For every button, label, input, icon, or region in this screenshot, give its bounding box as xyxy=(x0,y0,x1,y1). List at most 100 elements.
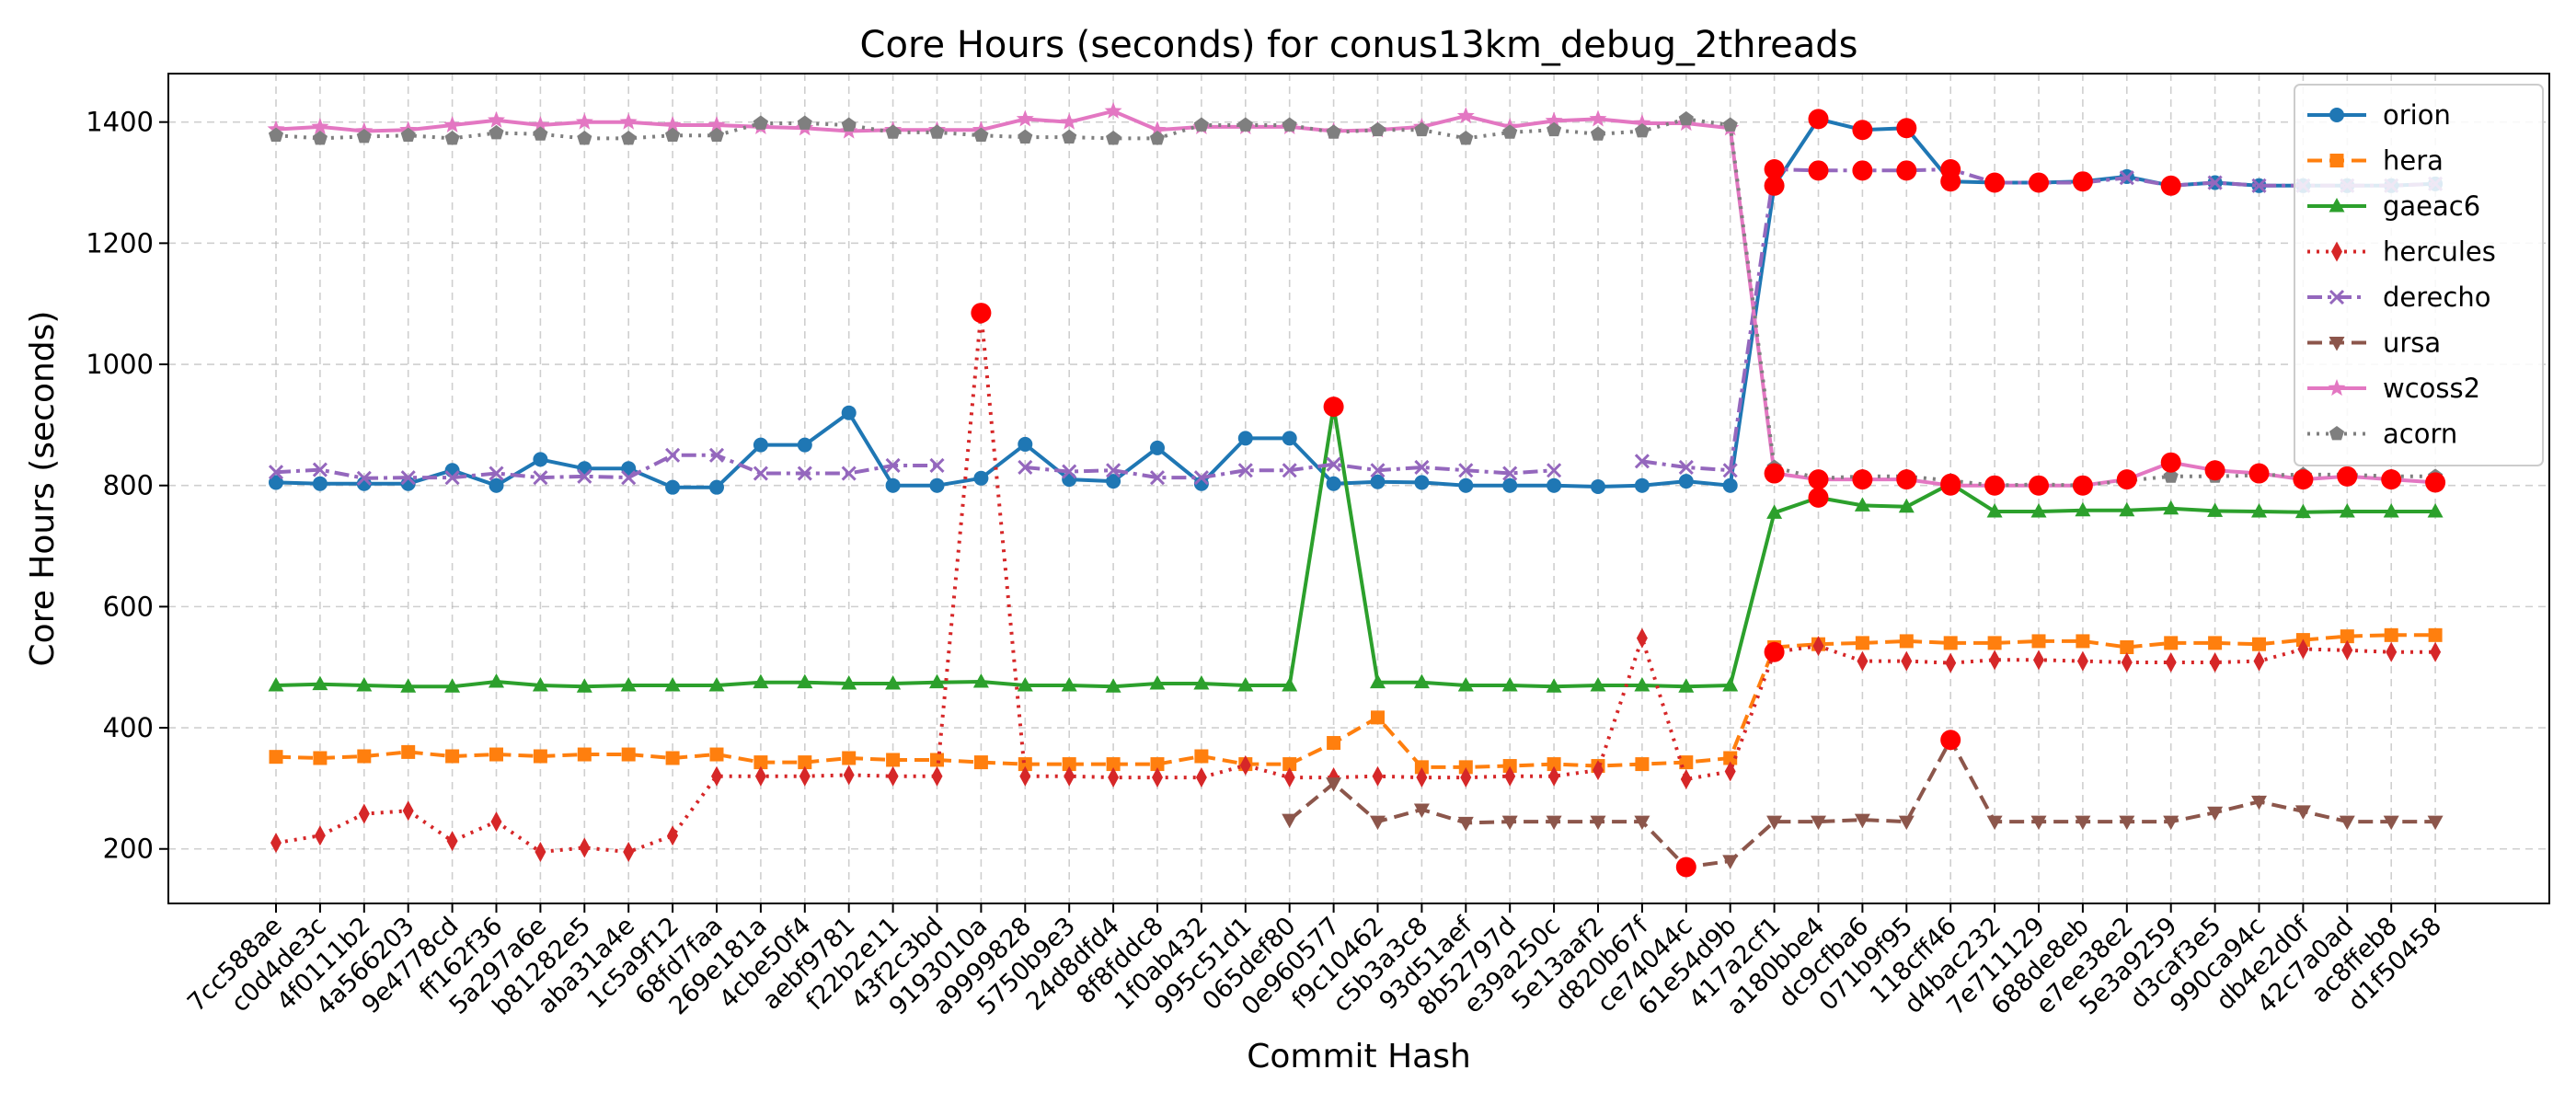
data-point-hercules xyxy=(931,765,943,787)
legend-entry: acorn xyxy=(2307,419,2457,450)
highlight-point xyxy=(1675,857,1696,878)
data-point-acorn xyxy=(533,126,548,141)
data-point-gaeac6 xyxy=(1282,676,1298,692)
data-point-gaeac6 xyxy=(400,678,417,693)
data-point-derecho xyxy=(885,457,901,474)
data-point-hercules xyxy=(1989,650,2001,671)
data-point-acorn xyxy=(268,127,284,143)
data-point-acorn xyxy=(1547,121,1562,137)
data-point-acorn xyxy=(1149,130,1166,145)
data-point-hercules xyxy=(1195,767,1207,788)
data-point-hera xyxy=(930,753,944,767)
data-point-gaeac6 xyxy=(753,673,769,689)
data-point-acorn xyxy=(1326,124,1341,139)
legend-marker xyxy=(2329,154,2344,167)
data-point-hera xyxy=(1943,636,1958,650)
data-point-derecho xyxy=(1326,456,1341,472)
data-point-derecho xyxy=(1062,464,1077,479)
data-point-hera xyxy=(2164,636,2179,650)
data-point-ursa xyxy=(2251,795,2267,811)
data-point-gaeac6 xyxy=(1105,678,1121,693)
data-point-gaeac6 xyxy=(1237,676,1254,692)
data-point-gaeac6 xyxy=(1854,497,1870,512)
data-point-acorn xyxy=(929,124,945,139)
highlight-point xyxy=(2072,171,2093,192)
data-point-gaeac6 xyxy=(2075,501,2091,517)
highlight-point xyxy=(971,303,992,324)
y-tick-label: 400 xyxy=(103,712,154,743)
highlight-point xyxy=(1984,172,2006,193)
data-point-hercules xyxy=(2165,651,2177,673)
data-point-hera xyxy=(2252,637,2266,651)
data-point-acorn xyxy=(1106,130,1121,145)
data-point-orion xyxy=(312,476,328,491)
data-point-ursa xyxy=(1634,815,1650,831)
data-point-acorn xyxy=(708,127,725,143)
series-line-ursa xyxy=(1288,738,2436,869)
highlight-point xyxy=(1940,475,1961,496)
data-point-hera xyxy=(1547,757,1561,772)
data-point-hera xyxy=(445,749,460,764)
data-point-derecho xyxy=(1722,463,1738,478)
data-point-hercules xyxy=(490,811,502,833)
data-point-derecho xyxy=(1502,466,1518,481)
data-point-gaeac6 xyxy=(2294,503,2311,519)
data-point-acorn xyxy=(356,128,372,144)
data-point-acorn xyxy=(2163,468,2179,483)
data-point-gaeac6 xyxy=(929,673,945,689)
data-point-hera xyxy=(1987,636,2002,650)
data-point-hera xyxy=(1018,757,1032,772)
data-point-hercules xyxy=(1239,754,1251,776)
data-point-hera xyxy=(1327,736,1341,751)
data-point-hercules xyxy=(1593,760,1604,781)
highlight-point xyxy=(1896,469,1917,490)
highlight-point xyxy=(2072,475,2093,496)
data-point-acorn xyxy=(1678,110,1694,126)
data-point-ursa xyxy=(2207,806,2224,822)
data-point-orion xyxy=(269,475,283,490)
highlight-point xyxy=(1764,175,1785,196)
data-point-wcoss2 xyxy=(1060,112,1078,130)
data-point-hercules xyxy=(314,825,326,846)
plot-frame xyxy=(167,73,2550,904)
data-point-ursa xyxy=(1898,815,1915,831)
data-point-ursa xyxy=(1370,815,1386,831)
legend-marker xyxy=(2331,241,2342,262)
data-point-hercules xyxy=(2121,651,2133,673)
data-point-hercules xyxy=(579,837,591,858)
data-point-hercules xyxy=(1064,765,1075,787)
data-point-acorn xyxy=(973,127,989,143)
data-point-derecho xyxy=(841,466,857,481)
data-point-wcoss2 xyxy=(707,115,726,133)
highlight-point xyxy=(2116,469,2137,490)
series-line-gaeac6 xyxy=(275,405,2436,689)
highlight-point xyxy=(2381,469,2402,490)
legend-label: orion xyxy=(2383,99,2451,131)
data-point-derecho xyxy=(1282,463,1297,478)
data-point-gaeac6 xyxy=(268,676,284,692)
data-point-derecho xyxy=(400,470,416,486)
y-tick-label: 200 xyxy=(103,834,154,865)
data-point-derecho xyxy=(753,466,768,481)
highlight-point xyxy=(1940,730,1961,751)
data-point-gaeac6 xyxy=(2427,503,2444,518)
data-point-acorn xyxy=(753,115,768,130)
data-point-gaeac6 xyxy=(312,675,328,691)
data-point-hera xyxy=(489,747,503,762)
data-point-gaeac6 xyxy=(885,675,902,690)
y-tick-label: 1200 xyxy=(86,227,154,259)
data-point-gaeac6 xyxy=(1546,678,1562,693)
data-point-hera xyxy=(2031,634,2046,649)
legend-label: gaeac6 xyxy=(2383,190,2480,222)
data-point-hera xyxy=(533,749,547,764)
data-point-wcoss2 xyxy=(487,110,506,128)
y-tick-label: 1000 xyxy=(86,349,154,380)
data-point-hera xyxy=(2208,636,2223,650)
y-tick-label: 600 xyxy=(103,591,154,622)
data-point-gaeac6 xyxy=(576,678,592,693)
data-point-hera xyxy=(842,751,857,765)
data-point-hercules xyxy=(1416,767,1428,788)
data-point-acorn xyxy=(444,130,460,145)
data-point-gaeac6 xyxy=(532,676,548,692)
